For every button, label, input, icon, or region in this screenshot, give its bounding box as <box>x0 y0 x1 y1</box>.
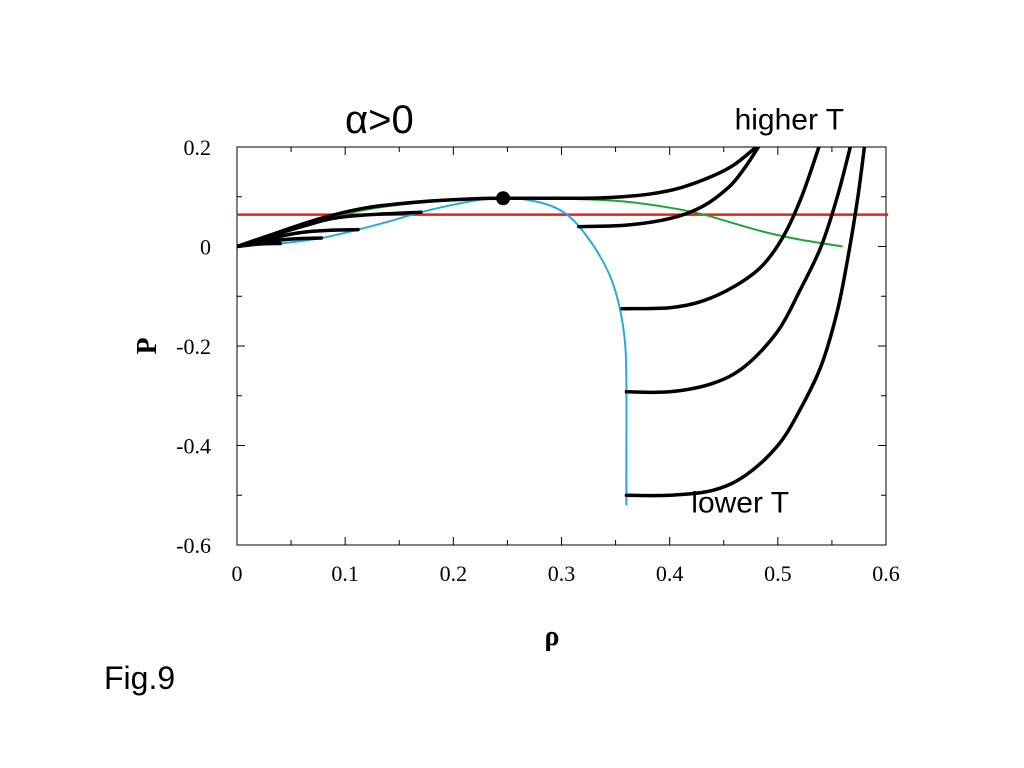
x-tick-label: 0.5 <box>764 561 792 586</box>
chart-series <box>237 147 888 506</box>
isotherm-2-low-density-branch <box>237 210 423 249</box>
figure-caption: Fig.9 <box>104 660 176 696</box>
chart-title: α>0 <box>345 98 414 142</box>
x-tick-label: 0.2 <box>440 561 468 586</box>
x-tick-label: 0.6 <box>872 561 900 586</box>
critical-point <box>496 191 511 206</box>
y-axis-label: P <box>132 337 163 354</box>
y-tick-label: 0.2 <box>184 135 212 160</box>
isotherm-3-high-density-branch <box>620 147 821 311</box>
isotherm-1-low-density-branch <box>237 147 758 249</box>
isotherm-5-low-density-branch <box>237 241 283 249</box>
x-tick-label: 0.1 <box>331 561 359 586</box>
annotation-label: higher T <box>735 104 845 137</box>
tick-labels: 0 0.1 0.2 0.3 0.4 0.5 0.6 0.2 0 -0.2 -0.4 -0.6 <box>176 135 900 586</box>
x-axis-label: ρ <box>545 621 560 652</box>
binodal-curve <box>237 197 843 248</box>
plot-frame <box>236 146 887 546</box>
annotations: higher T lower T <box>691 104 844 520</box>
isotherm-5-high-density-branch <box>624 147 867 498</box>
y-tick-label: -0.2 <box>176 334 211 359</box>
y-tick-label: 0 <box>200 235 211 260</box>
isotherm-2-high-density-branch <box>577 147 761 229</box>
x-tick-label: 0.3 <box>548 561 576 586</box>
y-tick-label: -0.6 <box>176 533 211 558</box>
y-tick-label: -0.4 <box>176 434 211 459</box>
isotherm-3-low-density-branch <box>237 227 360 249</box>
isotherm-4-high-density-branch <box>624 147 853 395</box>
annotation-label: lower T <box>691 487 789 520</box>
x-tick-label: 0.4 <box>656 561 684 586</box>
x-tick-label: 0 <box>232 561 243 586</box>
spinodal-curve <box>237 197 628 506</box>
chart-axes <box>236 146 887 546</box>
